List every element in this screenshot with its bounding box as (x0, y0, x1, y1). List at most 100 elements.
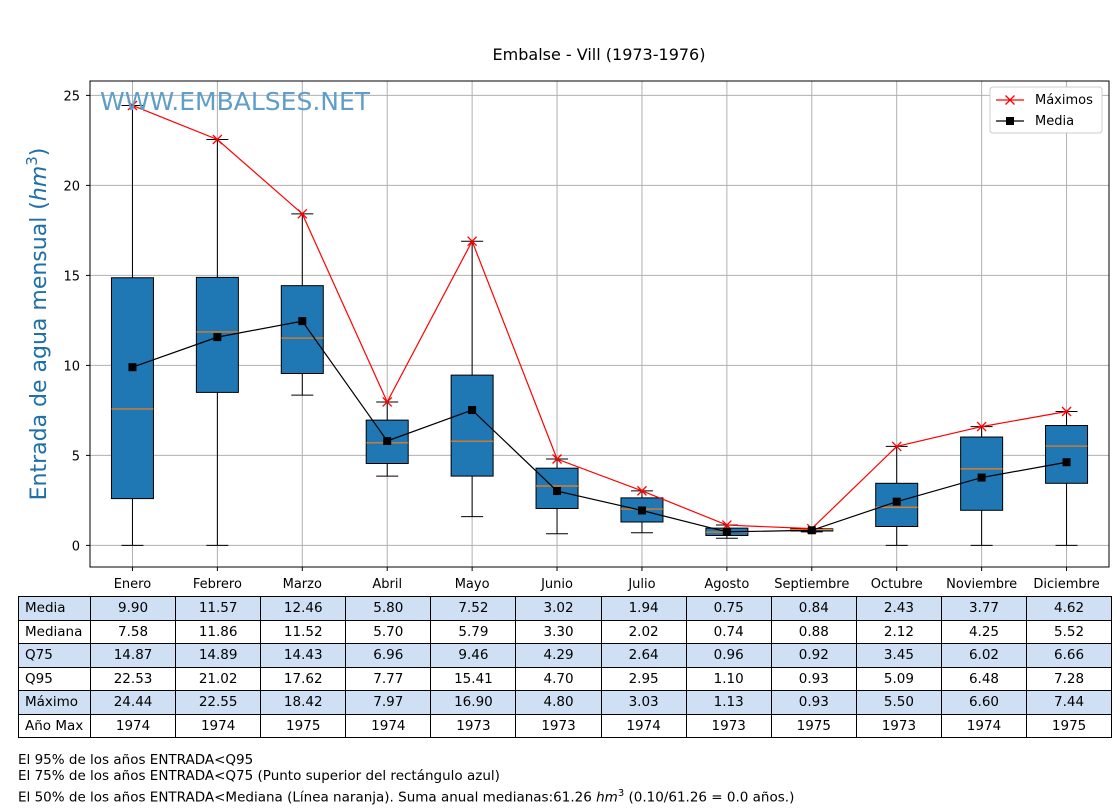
x-tick-label: Julio (627, 577, 655, 592)
table-cell: 18.42 (260, 690, 347, 715)
table-cell: 5.52 (1026, 619, 1113, 644)
table-cell: 3.03 (600, 690, 687, 715)
table-cell: 1973 (430, 713, 517, 738)
maximos-point (976, 421, 987, 432)
note-q95: El 95% de los años ENTRADA<Q95 (18, 752, 254, 768)
table-cell: 0.92 (770, 643, 857, 668)
table-cell: 22.53 (89, 666, 177, 691)
media-point (383, 437, 392, 445)
row-header: Mediana (18, 619, 91, 644)
chart-title: Embalse - Vill (1973-1976) (493, 45, 706, 64)
maximos-point (212, 134, 223, 145)
plot-frame (89, 80, 1110, 568)
box (280, 285, 324, 374)
table-cell: 4.70 (515, 666, 602, 691)
table-cell: 1975 (770, 713, 857, 738)
table-cell: 1974 (175, 713, 262, 738)
media-point (637, 506, 646, 515)
note-median-text: El 50% de los años ENTRADA<Mediana (Líne… (18, 789, 597, 806)
table-cell: 16.90 (430, 690, 517, 715)
x-tick-label: Octubre (871, 577, 923, 592)
table-cell: 6.60 (940, 690, 1028, 715)
table-cell: 4.62 (1026, 596, 1113, 621)
table-cell: 7.77 (345, 666, 432, 691)
table-cell: 2.02 (600, 619, 687, 644)
box (450, 374, 494, 477)
table-cell: 3.02 (515, 596, 602, 621)
note-median: El 50% de los años ENTRADA<Mediana (Líne… (18, 788, 794, 806)
row-header: Q75 (18, 643, 91, 668)
table-cell: 11.57 (175, 596, 262, 621)
table-cell: 2.43 (855, 596, 942, 621)
table-cell: 9.46 (430, 643, 517, 668)
media-point (128, 363, 137, 372)
table-cell: 2.95 (600, 666, 687, 691)
row-header: Año Max (18, 713, 91, 738)
x-tick-label: Abril (372, 577, 402, 592)
x-tick-label: Noviembre (946, 577, 1017, 592)
media-point (807, 526, 816, 535)
media-point (468, 406, 477, 415)
table-cell: 7.58 (89, 619, 177, 644)
table-cell: 9.90 (89, 596, 177, 621)
table-cell: 11.86 (175, 619, 262, 644)
table-row: Año Max 1974 1974 1975 1974 1973 1973 1974 1973 1… (18, 713, 1113, 738)
x-tick-label: Agosto (704, 577, 749, 592)
table-cell: 1974 (940, 713, 1028, 738)
x-tick-label: Febrero (193, 577, 242, 592)
table-cell: 14.43 (260, 643, 347, 668)
legend-maximos-label: Máximos (1035, 93, 1093, 108)
box (1045, 425, 1089, 484)
maximos-point (467, 236, 478, 247)
watermark: WWW.EMBALSES.NET (100, 87, 371, 116)
table-cell: 22.55 (175, 690, 262, 715)
table-cell: 11.52 (260, 619, 347, 644)
media-point (298, 317, 307, 326)
maximos-point (891, 441, 902, 452)
table-cell: 12.46 (260, 596, 347, 621)
series-line-maximos (132, 104, 1067, 530)
note-median-exp: 3 (617, 788, 625, 799)
x-tick-label: Junio (540, 577, 573, 592)
table-cell: 5.50 (855, 690, 942, 715)
table-cell: 6.66 (1026, 643, 1113, 668)
x-tick-label: Mayo (455, 577, 490, 592)
y-axis-label-close: ) (27, 148, 52, 157)
table-cell: 1975 (260, 713, 347, 738)
row-header: Media (18, 596, 91, 621)
table-cell: 0.75 (685, 596, 772, 621)
table-cell: 1973 (515, 713, 602, 738)
x-tick-label: Marzo (283, 577, 322, 592)
x-tick-label: Diciembre (1033, 577, 1099, 592)
table-row: Media 9.90 11.57 12.46 5.80 7.52 3.02 1.94 0.75 0… (18, 596, 1113, 621)
table-cell: 0.93 (770, 690, 857, 715)
table-cell: 1975 (1026, 713, 1113, 738)
legend-media-marker (1006, 117, 1014, 125)
table-cell: 1973 (855, 713, 942, 738)
y-axis-label-exp: 3 (23, 156, 41, 166)
maximos-point (127, 100, 138, 111)
table-cell: 0.93 (770, 666, 857, 691)
table-cell: 6.96 (345, 643, 432, 668)
maximos-point (552, 454, 563, 464)
media-point (892, 497, 901, 506)
y-tick-label: 10 (63, 359, 80, 374)
table-row: Mediana 7.58 11.86 11.52 5.70 5.79 3.30 2.02 0.7… (18, 619, 1113, 644)
table-cell: 6.48 (940, 666, 1028, 691)
table-row: Q75 14.87 14.89 14.43 6.96 9.46 4.29 2.64 0.96 0.… (18, 643, 1113, 668)
y-tick-label: 0 (72, 539, 80, 554)
y-axis-label-text: Entrada de agua mensual ( (27, 201, 52, 500)
table-cell: 7.44 (1026, 690, 1113, 715)
table-cell: 15.41 (430, 666, 517, 691)
table-cell: 4.80 (515, 690, 602, 715)
note-median-unit: hm (596, 789, 618, 806)
table-cell: 5.79 (430, 619, 517, 644)
table-cell: 5.80 (345, 596, 432, 621)
y-tick-label: 25 (63, 89, 80, 104)
legend-media-label: Media (1035, 114, 1074, 129)
table-cell: 14.87 (89, 643, 177, 668)
x-tick-label: Septiembre (774, 577, 849, 592)
stats-table: Media 9.90 11.57 12.46 5.80 7.52 3.02 1.94 0.75 0… (18, 596, 1113, 738)
table-cell: 7.28 (1026, 666, 1113, 691)
table-cell: 3.30 (515, 619, 602, 644)
